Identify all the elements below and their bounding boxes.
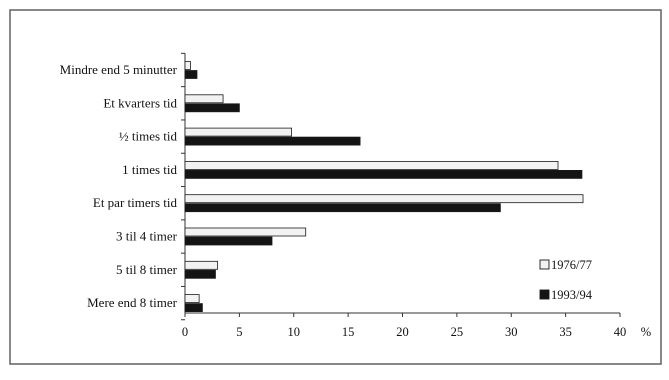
bar-1993-94-6 xyxy=(184,269,216,279)
bar-1976-77-3 xyxy=(184,160,559,170)
bar-1976-77-5 xyxy=(184,227,307,237)
category-label: 1 times tid xyxy=(122,162,177,177)
x-tick-label: 10 xyxy=(288,325,301,339)
category-labels: Mindre end 5 minutter Et kvarters tid ½ ti… xyxy=(60,62,178,310)
bar-1993-94-2 xyxy=(184,136,361,146)
category-label: Et kvarters tid xyxy=(103,95,177,110)
legend-label: 1993/94 xyxy=(551,288,593,302)
bars xyxy=(184,61,584,313)
x-tick-labels: 0 5 10 15 20 25 30 35 40% xyxy=(182,313,651,339)
x-tick-label: 30 xyxy=(505,325,518,339)
bar-1993-94-3 xyxy=(184,169,583,179)
x-tick-label: 20 xyxy=(396,325,409,339)
x-tick-label: 25 xyxy=(451,325,464,339)
bar-1976-77-4 xyxy=(184,194,584,204)
x-tick-label: 0 xyxy=(182,325,188,339)
bar-1976-77-2 xyxy=(184,127,292,137)
bar-1993-94-1 xyxy=(184,103,240,113)
category-label: 5 til 8 timer xyxy=(116,262,178,277)
bar-1976-77-1 xyxy=(184,94,224,104)
bar-1993-94-7 xyxy=(184,303,203,313)
bar-1976-77-7 xyxy=(184,294,200,304)
x-tick-label: 15 xyxy=(342,325,355,339)
category-label: Mere end 8 timer xyxy=(87,295,178,310)
bar-1993-94-0 xyxy=(184,70,198,79)
legend-swatch xyxy=(539,259,550,270)
category-label: Mindre end 5 minutter xyxy=(60,62,178,77)
bar-1993-94-5 xyxy=(184,236,273,246)
legend: 1976/77 1993/94 xyxy=(539,258,593,302)
category-label: 3 til 4 timer xyxy=(116,229,178,244)
legend-swatch xyxy=(539,289,550,300)
x-tick-label: 35 xyxy=(559,325,572,339)
category-label: ½ times tid xyxy=(119,129,178,144)
chart-frame xyxy=(9,9,662,365)
x-tick-label: 40 xyxy=(614,325,627,339)
bar-1976-77-0 xyxy=(184,61,191,70)
x-unit-label: % xyxy=(641,325,651,339)
x-tick-label: 5 xyxy=(236,325,242,339)
bar-1993-94-4 xyxy=(184,203,501,213)
legend-label: 1976/77 xyxy=(551,258,592,272)
category-label: Et par timers tid xyxy=(93,195,178,210)
bar-1976-77-6 xyxy=(184,260,219,270)
